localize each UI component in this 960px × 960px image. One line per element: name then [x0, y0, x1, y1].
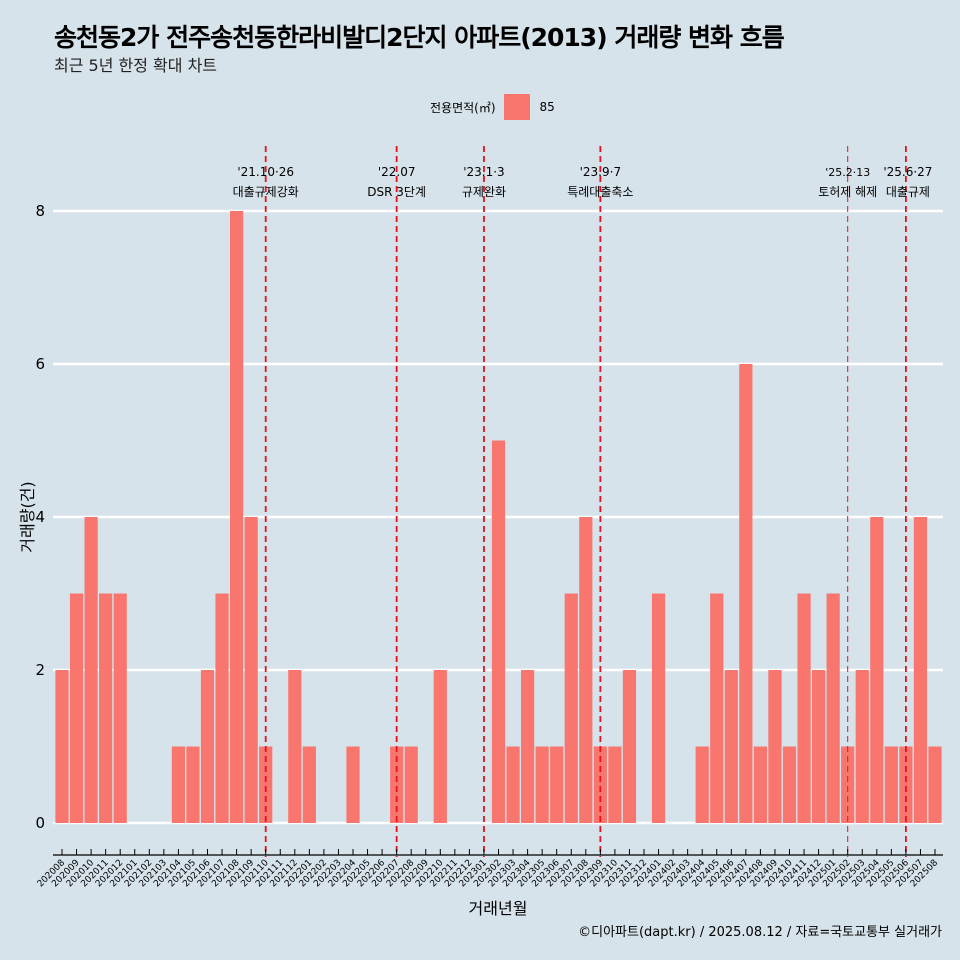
bar [724, 670, 738, 823]
legend-item-label: 85 [539, 100, 555, 114]
bar [521, 670, 535, 823]
bar [171, 746, 185, 823]
bar [928, 746, 942, 823]
bar [826, 593, 840, 823]
bar [55, 670, 69, 823]
event-label: 특례대출축소 [567, 185, 633, 199]
x-axis: 2020082020092020102020112020122021012021… [36, 849, 943, 889]
bar [302, 746, 316, 823]
y-axis: 0 2 4 6 8 [35, 202, 45, 832]
y-axis-title: 거래량(건) [18, 481, 37, 552]
bar [855, 670, 869, 823]
bar [69, 593, 84, 823]
bar [710, 593, 724, 823]
y-tick-label: 4 [35, 508, 45, 526]
bar [230, 211, 244, 823]
bar [579, 517, 593, 823]
event-date: '23.9·7 [580, 165, 621, 179]
event-label: 규제완화 [462, 185, 506, 199]
bar [841, 746, 855, 823]
bar [797, 593, 811, 823]
bar [491, 440, 506, 823]
bar [593, 746, 607, 823]
bar [215, 593, 229, 823]
bar [739, 364, 753, 823]
bar [913, 517, 928, 823]
event-label: DSR 3단계 [367, 185, 426, 199]
legend-swatch [503, 94, 530, 120]
event-date: '23.1·3 [463, 165, 504, 179]
bar [186, 746, 200, 823]
bar [99, 593, 113, 823]
bar [200, 670, 215, 823]
bars [55, 211, 942, 823]
event-label: 토허제 해제 [818, 185, 877, 199]
event-date: '21.10·26 [237, 165, 294, 179]
event-label: 대출규제강화 [233, 185, 299, 199]
bar [84, 517, 98, 823]
bar [782, 746, 797, 823]
y-tick-label: 2 [35, 661, 45, 679]
event-date: '22.07 [378, 165, 416, 179]
bar [113, 593, 127, 823]
bar [768, 670, 782, 823]
bar [346, 746, 360, 823]
chart-title: 송천동2가 전주송천동한라비발디2단지 아파트(2013) 거래량 변화 흐름 [54, 23, 785, 52]
bar [535, 746, 549, 823]
bar [550, 746, 564, 823]
event-date: '25.2·13 [825, 166, 870, 179]
bar [433, 670, 447, 823]
chart-subtitle: 최근 5년 한정 확대 차트 [54, 56, 218, 75]
y-tick-label: 8 [35, 202, 45, 220]
bar [899, 746, 913, 823]
bar [404, 746, 418, 823]
bar [884, 746, 898, 823]
event-date: '25.6·27 [883, 165, 932, 179]
y-tick-label: 6 [35, 355, 45, 373]
bar [753, 746, 767, 823]
bar [390, 746, 404, 823]
bar [695, 746, 709, 823]
event-label: 대출규제 [886, 185, 930, 199]
bar [506, 746, 520, 823]
bar [651, 593, 666, 823]
legend-title: 전용면적(㎡) [430, 100, 496, 115]
bar [870, 517, 884, 823]
legend: 전용면적(㎡) 85 [430, 94, 555, 120]
y-tick-label: 0 [35, 814, 45, 832]
bar [564, 593, 578, 823]
bar [622, 670, 637, 823]
source-caption: ©디아파트(dapt.kr) / 2025.08.12 / 자료=국토교통부 실… [578, 925, 942, 940]
event-lines: '21.10·26 대출규제강화 '22.07 DSR 3단계 '23.1·3 규제완화 '… [233, 146, 932, 857]
bar [812, 670, 826, 823]
bar [288, 670, 302, 823]
bar [259, 746, 273, 823]
bar [244, 517, 258, 823]
bar [608, 746, 622, 823]
x-axis-title: 거래년월 [469, 899, 528, 918]
